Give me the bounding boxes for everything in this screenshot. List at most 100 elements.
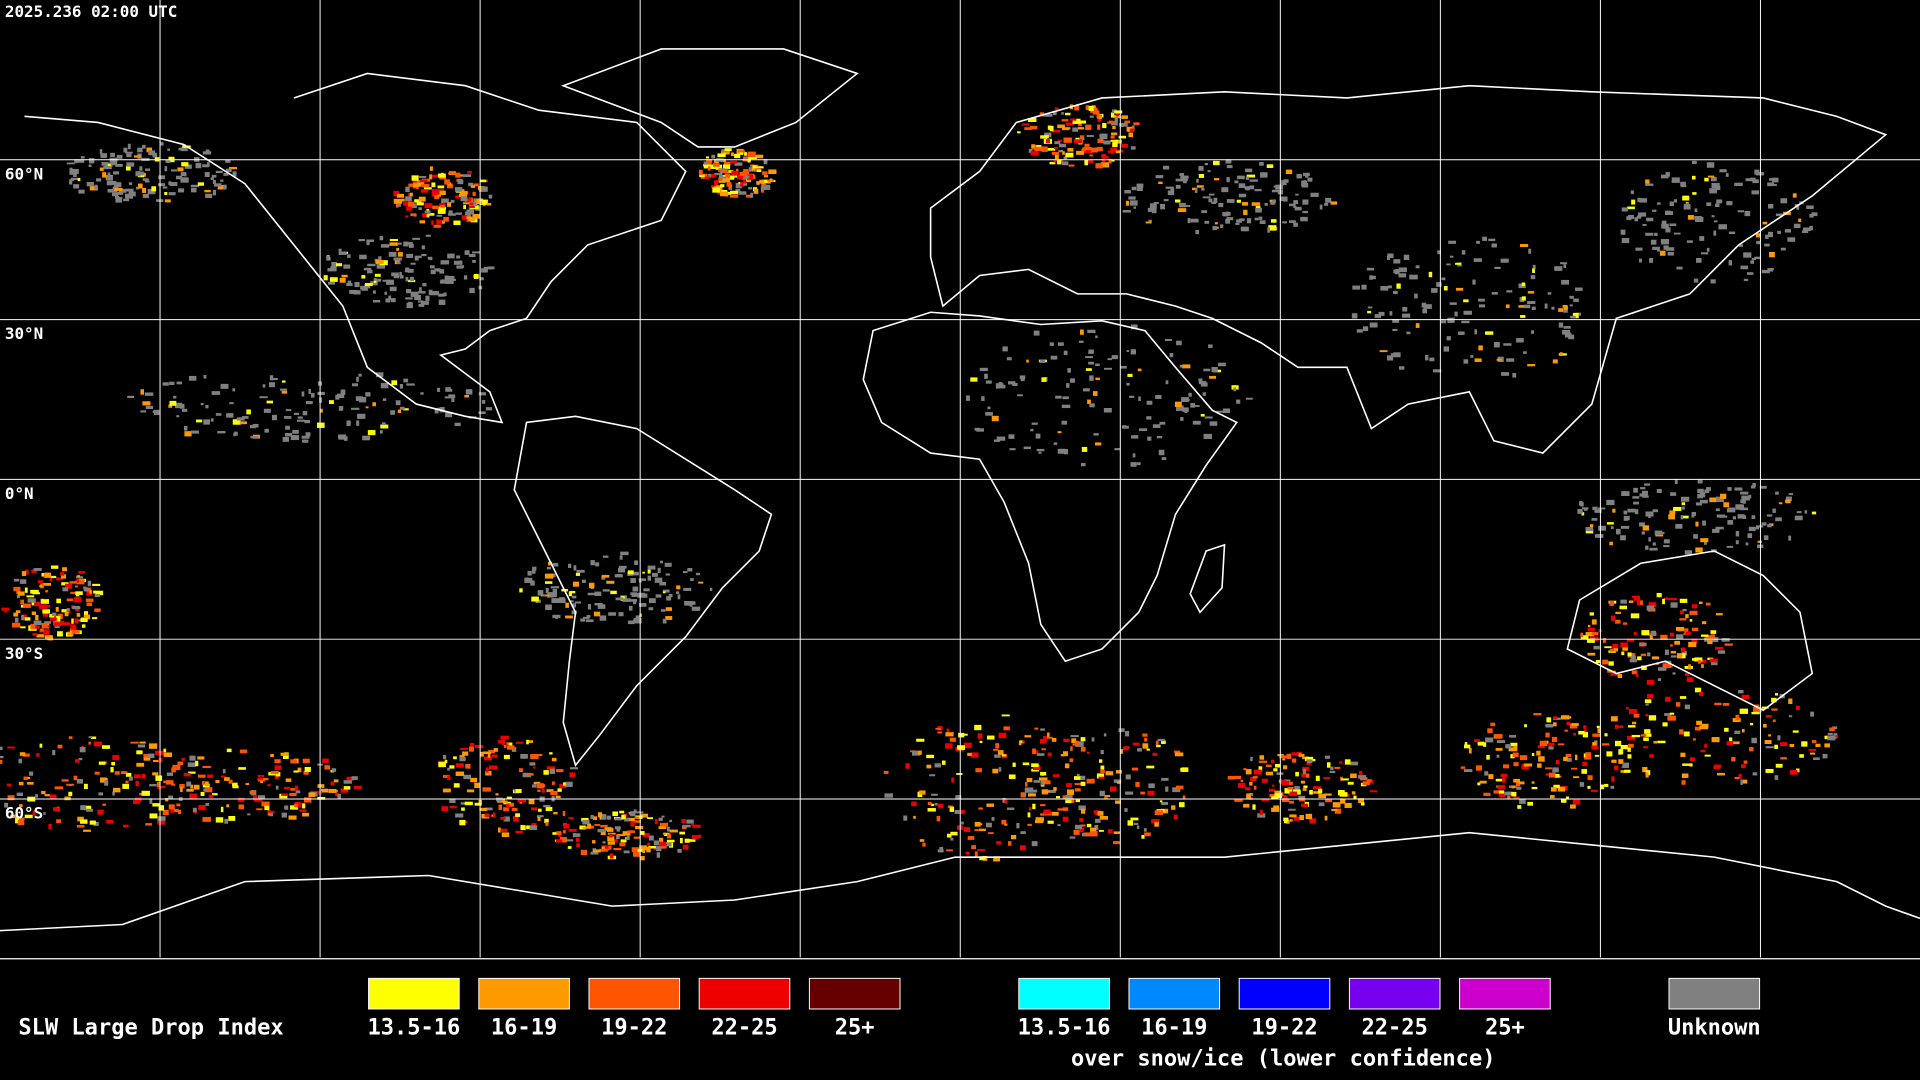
cloud-pixel xyxy=(1279,780,1287,784)
cloud-pixel xyxy=(1727,487,1732,491)
cloud-pixel xyxy=(1085,105,1089,111)
cloud-pixel xyxy=(1091,737,1095,742)
cloud-pixel xyxy=(1179,202,1186,208)
cloud-pixel xyxy=(372,402,376,407)
cloud-pixel xyxy=(1679,696,1687,699)
cloud-pixel xyxy=(1672,672,1676,675)
cloud-pixel xyxy=(44,635,51,639)
cloud-pixel xyxy=(1619,605,1627,610)
cloud-pixel xyxy=(135,171,141,177)
cloud-pixel xyxy=(711,185,714,189)
cloud-pixel xyxy=(1496,740,1506,743)
cloud-pixel xyxy=(128,395,133,398)
cloud-pixel xyxy=(1302,768,1307,775)
cloud-pixel xyxy=(974,427,981,431)
cloud-pixel xyxy=(80,805,87,811)
cloud-pixel xyxy=(996,436,1006,441)
cloud-pixel xyxy=(424,203,433,209)
cloud-pixel xyxy=(168,804,175,810)
cloud-pixel xyxy=(78,570,85,574)
cloud-pixel xyxy=(460,191,468,195)
cloud-pixel xyxy=(1283,795,1288,799)
cloud-pixel xyxy=(16,792,23,797)
cloud-pixel xyxy=(1743,278,1749,282)
cloud-pixel xyxy=(17,819,24,825)
cloud-pixel xyxy=(455,212,463,215)
cloud-pixel xyxy=(581,817,589,822)
cloud-pixel xyxy=(453,783,460,788)
cloud-pixel xyxy=(97,809,104,815)
cloud-pixel xyxy=(1129,395,1135,398)
cloud-pixel xyxy=(95,590,104,596)
cloud-pixel xyxy=(1307,177,1313,182)
cloud-pixel xyxy=(1389,311,1393,316)
cloud-pixel xyxy=(114,195,120,199)
cloud-pixel xyxy=(1634,509,1639,515)
cloud-pixel xyxy=(1157,738,1165,742)
cloud-pixel xyxy=(1749,747,1754,752)
cloud-pixel xyxy=(1069,758,1074,763)
cloud-pixel xyxy=(472,251,481,254)
cloud-pixel xyxy=(1633,595,1640,601)
cloud-pixel xyxy=(226,804,230,808)
cloud-pixel xyxy=(543,770,549,775)
cloud-pixel xyxy=(126,153,132,158)
cloud-pixel xyxy=(200,402,204,406)
cloud-pixel xyxy=(1177,208,1187,213)
cloud-pixel xyxy=(1070,746,1073,751)
cloud-pixel xyxy=(4,610,8,613)
cloud-pixel xyxy=(1144,738,1148,742)
cloud-pixel xyxy=(1491,243,1497,248)
cloud-pixel xyxy=(263,408,271,413)
cloud-pixel xyxy=(1387,285,1392,289)
cloud-pixel xyxy=(464,395,470,398)
cloud-pixel xyxy=(1305,813,1313,820)
cloud-pixel xyxy=(1057,139,1062,142)
cloud-pixel xyxy=(385,298,391,303)
cloud-pixel xyxy=(1100,769,1105,773)
cloud-pixel xyxy=(1719,515,1728,518)
cloud-pixel xyxy=(607,841,615,845)
cloud-pixel xyxy=(64,796,71,801)
cloud-pixel xyxy=(76,159,85,163)
cloud-pixel xyxy=(1235,222,1240,225)
cloud-pixel xyxy=(1396,283,1401,289)
cloud-pixel xyxy=(637,592,646,598)
cloud-pixel xyxy=(1764,739,1772,745)
cloud-pixel xyxy=(503,744,507,748)
cloud-pixel xyxy=(623,850,630,854)
cloud-pixel xyxy=(1679,729,1684,735)
cloud-pixel xyxy=(152,152,158,158)
cloud-pixel xyxy=(24,587,28,593)
cloud-pixel xyxy=(934,763,942,768)
cloud-pixel xyxy=(297,416,303,419)
cloud-pixel xyxy=(1573,298,1579,303)
cloud-pixel xyxy=(357,413,366,419)
cloud-pixel xyxy=(1608,661,1614,666)
cloud-pixel xyxy=(1713,220,1718,223)
cloud-pixel xyxy=(1500,773,1508,777)
cloud-pixel xyxy=(393,190,399,197)
cloud-pixel xyxy=(729,175,735,179)
cloud-pixel xyxy=(1560,715,1570,720)
cloud-pixel xyxy=(1099,133,1108,140)
cloud-pixel xyxy=(1062,151,1065,155)
cloud-pixel xyxy=(351,776,358,781)
cloud-pixel xyxy=(176,803,181,807)
cloud-pixel xyxy=(1086,778,1095,784)
cloud-pixel xyxy=(416,180,421,184)
cloud-pixel xyxy=(418,255,422,259)
cloud-pixel xyxy=(162,186,168,189)
cloud-pixel xyxy=(500,735,509,740)
cloud-pixel xyxy=(96,178,102,182)
cloud-pixel xyxy=(431,182,436,188)
cloud-pixel xyxy=(1739,507,1748,511)
cloud-pixel xyxy=(414,294,421,301)
cloud-pixel xyxy=(1705,602,1711,606)
cloud-pixel xyxy=(14,617,19,623)
cloud-pixel xyxy=(128,182,133,185)
cloud-pixel xyxy=(437,387,441,392)
cloud-pixel xyxy=(1713,764,1721,769)
cloud-pixel xyxy=(198,774,206,778)
cloud-pixel xyxy=(1623,769,1631,773)
